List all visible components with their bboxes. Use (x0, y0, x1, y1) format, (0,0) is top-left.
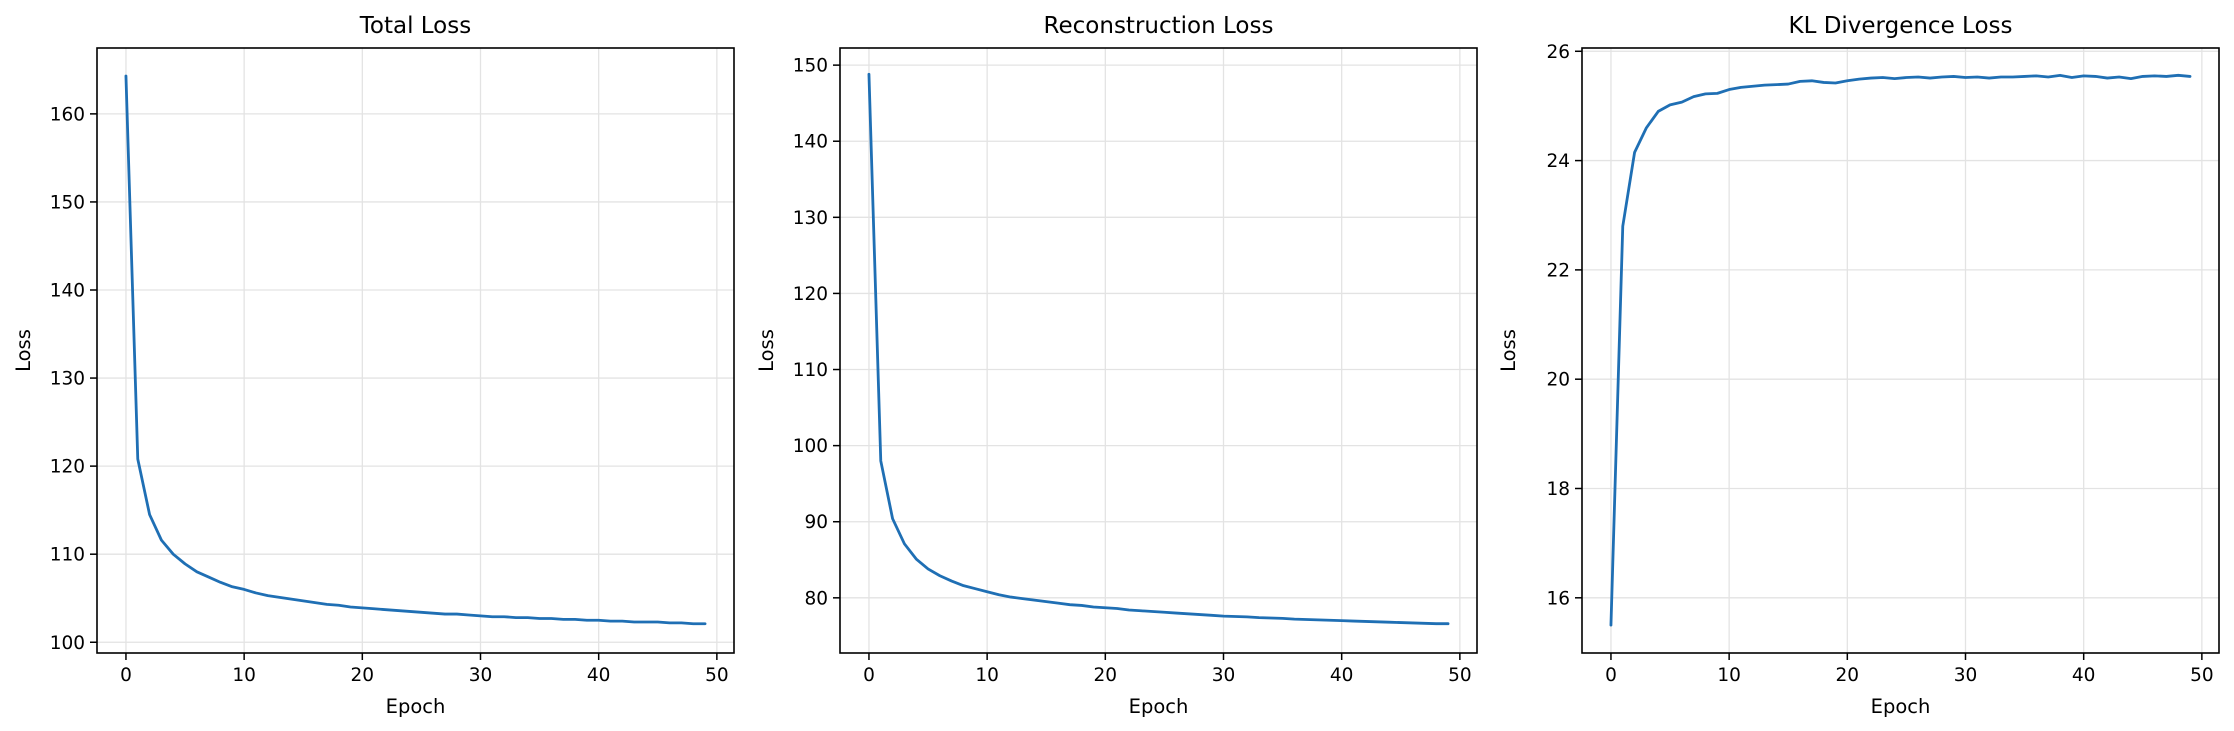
x-axis-label: Epoch (386, 695, 446, 718)
x-tick-label: 10 (232, 665, 256, 686)
y-tick-label: 120 (793, 284, 828, 305)
axes-frame (839, 47, 1478, 654)
y-tick-label: 24 (1546, 151, 1570, 172)
x-axis-label: Epoch (1871, 695, 1931, 718)
chart-panel: 0 10 20 30 40 50 100 110 120 130 140 150 160 Total Lo… (12, 13, 735, 718)
y-tick-label: 160 (50, 104, 85, 125)
y-tick-label: 80 (804, 588, 828, 609)
chart-title: Reconstruction Loss (1044, 13, 1274, 39)
chart-panel: 0 10 20 30 40 50 80 90 100 110 120 130 140 150 Reconst… (755, 13, 1478, 718)
x-tick-label: 10 (975, 665, 999, 686)
chart-title: Total Loss (359, 13, 471, 39)
y-tick-label: 20 (1546, 370, 1570, 391)
x-tick-label: 10 (1717, 665, 1741, 686)
x-tick-label: 20 (351, 665, 375, 686)
x-tick-label: 40 (587, 665, 611, 686)
x-tick-label: 0 (120, 665, 132, 686)
x-tick-label: 20 (1094, 665, 1118, 686)
y-tick-label: 140 (50, 281, 85, 302)
y-tick-label: 150 (50, 192, 85, 213)
y-axis-label: Loss (12, 329, 35, 372)
x-tick-label: 0 (1605, 665, 1617, 686)
y-axis-label: Loss (1497, 329, 1520, 372)
series-line (867, 72, 1450, 626)
chart-panel: 0 10 20 30 40 50 16 18 20 22 24 26 KL Divergence Los… (1497, 13, 2220, 718)
x-tick-label: 50 (2190, 665, 2214, 686)
x-tick-label: 30 (1954, 665, 1978, 686)
series-line (1609, 73, 2192, 627)
series-line (124, 74, 707, 626)
x-axis-label: Epoch (1129, 695, 1189, 718)
y-tick-label: 130 (50, 369, 85, 390)
y-tick-label: 16 (1546, 588, 1570, 609)
x-tick-label: 30 (469, 665, 493, 686)
y-tick-label: 26 (1546, 42, 1570, 63)
y-tick-label: 130 (793, 208, 828, 229)
y-tick-label: 110 (793, 360, 828, 381)
y-tick-label: 100 (50, 633, 85, 654)
y-axis-label: Loss (755, 329, 778, 372)
x-tick-label: 40 (1330, 665, 1354, 686)
y-tick-label: 150 (793, 56, 828, 77)
axes-frame (1581, 47, 2220, 654)
y-tick-label: 120 (50, 457, 85, 478)
y-tick-label: 90 (804, 512, 828, 533)
y-tick-label: 100 (793, 436, 828, 457)
x-tick-label: 0 (863, 665, 875, 686)
x-tick-label: 20 (1836, 665, 1860, 686)
y-tick-label: 110 (50, 545, 85, 566)
x-tick-label: 50 (1448, 665, 1472, 686)
x-tick-label: 30 (1212, 665, 1236, 686)
axes-frame (96, 47, 735, 654)
y-tick-label: 18 (1546, 479, 1570, 500)
y-tick-label: 140 (793, 132, 828, 153)
chart-title: KL Divergence Loss (1788, 13, 2012, 39)
x-tick-label: 50 (705, 665, 729, 686)
y-tick-label: 22 (1546, 260, 1570, 281)
x-tick-label: 40 (2072, 665, 2096, 686)
